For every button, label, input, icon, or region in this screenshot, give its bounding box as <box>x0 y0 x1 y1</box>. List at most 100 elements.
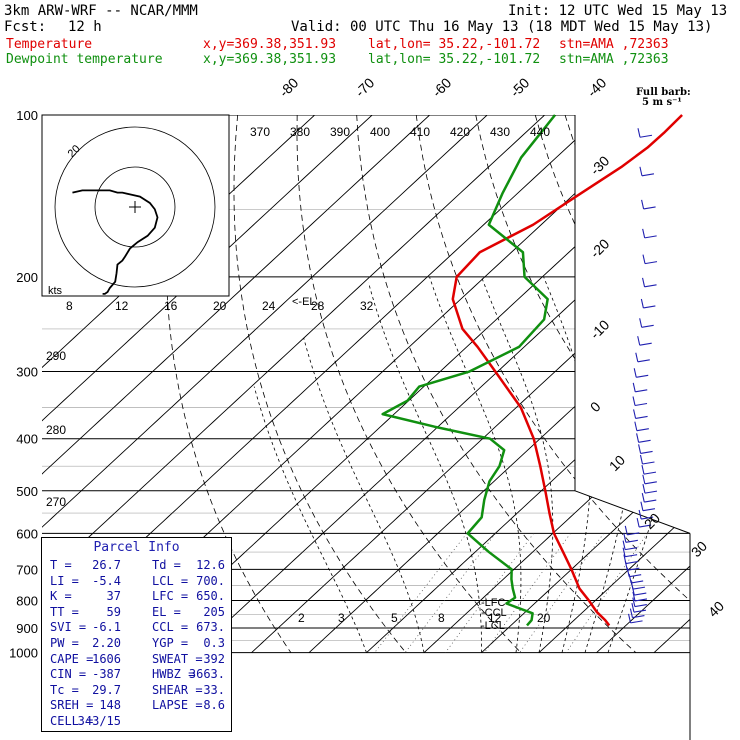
parcel-param-value: 29.7 <box>92 682 121 697</box>
wind-barb <box>642 474 646 484</box>
wind-barb <box>644 499 657 503</box>
parcel-param-label: LI = <box>50 573 79 588</box>
hodograph-trace <box>72 189 159 295</box>
init-time: Init: 12 UTC Wed 15 May 13 <box>508 3 728 19</box>
wind-barb <box>630 620 643 624</box>
parcel-param-value: -5.4 <box>92 573 121 588</box>
wind-barb <box>638 509 642 520</box>
level-marker-label: -LCL <box>481 620 505 632</box>
forecast-hour: 12 h <box>68 19 102 35</box>
mixing-ratio-label: 8 <box>438 611 445 625</box>
barb-legend-line1: Full barb: <box>636 87 691 98</box>
theta-label: 410 <box>410 125 430 139</box>
pressure-label: 400 <box>16 432 38 447</box>
dewpoint-legend-name: Dewpoint temperature <box>6 52 163 67</box>
parcel-param-label: LCL = <box>152 573 189 588</box>
dry-adiabat-line <box>356 115 637 653</box>
pressure-label: 100 <box>16 108 38 123</box>
theta-label: 390 <box>330 125 350 139</box>
wind-barb <box>632 382 636 392</box>
moist-adiabat-line <box>303 338 425 653</box>
wind-barb <box>642 228 646 238</box>
wind-barb <box>641 464 645 475</box>
pressure-label: 700 <box>16 562 38 577</box>
hodograph-ring <box>54 126 216 288</box>
dewpoint-legend-station: stn=AMA ,72363 <box>559 52 669 67</box>
parcel-param-label: CIN = <box>50 667 87 682</box>
hodograph-speed-label: 28 <box>311 299 325 313</box>
mixing-ratio-line <box>445 533 534 653</box>
parcel-param-value: 343/15 <box>77 714 121 728</box>
isotherm-label: -50 <box>507 74 533 100</box>
model-title: 3km ARW-WRF -- NCAR/MMM <box>4 3 198 19</box>
wind-barb <box>644 284 657 288</box>
mixing-ratio-line <box>565 533 648 653</box>
parcel-param-value: 8.6 <box>203 698 225 713</box>
parcel-param-label: EL = <box>152 604 181 619</box>
theta-label: 420 <box>450 125 470 139</box>
parcel-param-label: CAPE = <box>50 651 94 666</box>
hodograph-speed-label: 24 <box>262 299 276 313</box>
parcel-param-label: PW = <box>50 636 79 650</box>
parcel-param-value: 3663. <box>188 667 225 682</box>
wind-barb <box>627 532 640 536</box>
wind-barb <box>639 342 652 346</box>
parcel-param-value: 26.7 <box>92 558 121 572</box>
parcel-param-value: 1606 <box>92 651 121 666</box>
parcel-param-label: SWEAT = <box>152 651 203 666</box>
wind-barb <box>642 254 646 264</box>
parcel-param-value: 37 <box>106 589 121 604</box>
hodograph-speed-label: 12 <box>115 299 129 313</box>
mixing-ratio-label: 5 <box>391 611 398 625</box>
parcel-param-label: Td = <box>152 558 181 572</box>
wind-barb <box>632 597 636 607</box>
level-marker-label: <-EL <box>292 296 316 308</box>
forecast-label: Fcst: <box>4 19 47 35</box>
wind-barb <box>639 318 643 328</box>
parcel-param-value: 33. <box>203 682 225 697</box>
pressure-label: 900 <box>16 621 38 636</box>
wind-barb <box>639 454 644 465</box>
wind-barb <box>635 389 648 393</box>
level-marker-label: -CCL <box>481 607 507 619</box>
wind-barb <box>629 608 633 618</box>
wind-barb <box>625 539 638 543</box>
isotherm-line <box>42 115 488 528</box>
wind-barb <box>642 461 655 465</box>
theta-label: 400 <box>370 125 390 139</box>
parcel-param-value: -387 <box>92 667 121 682</box>
parcel-param-label: SVI = <box>50 620 87 635</box>
wind-barb <box>641 492 645 503</box>
isotherm-line <box>481 412 740 653</box>
isotherm-line <box>42 115 430 475</box>
parcel-param-label: YGP = <box>152 636 189 650</box>
wind-barb <box>641 324 654 328</box>
wind-barb <box>641 516 654 520</box>
pressure-label: 300 <box>16 365 38 380</box>
wind-barb <box>639 524 652 528</box>
wind-barb <box>637 359 650 363</box>
wind-barb <box>635 352 639 362</box>
wind-barb <box>632 591 636 602</box>
parcel-param-label: TT = <box>50 604 79 619</box>
wind-barb <box>644 235 657 239</box>
hodograph-ring <box>94 166 176 248</box>
wind-barb <box>637 336 641 346</box>
parcel-param-label: LAPSE = <box>152 698 203 713</box>
mixing-ratio-label: 3 <box>338 611 345 625</box>
wind-barb <box>622 547 626 557</box>
wind-barb <box>626 567 630 577</box>
wind-barb <box>637 128 641 138</box>
temperature-legend-latlon: lat,lon= 35.22,-101.72 <box>368 37 541 52</box>
dry-adiabat-line <box>165 115 292 653</box>
wind-barb <box>634 592 647 596</box>
parcel-param-label: CELL = <box>50 714 94 728</box>
pressure-label: 200 <box>16 270 38 285</box>
parcel-param-value: 205 <box>203 604 225 619</box>
theta-label: 270 <box>46 495 66 509</box>
mixing-ratio-label: 12 <box>488 611 502 625</box>
pressure-label: 1000 <box>9 646 38 661</box>
wind-barb <box>639 166 643 176</box>
wind-barb <box>636 433 640 443</box>
